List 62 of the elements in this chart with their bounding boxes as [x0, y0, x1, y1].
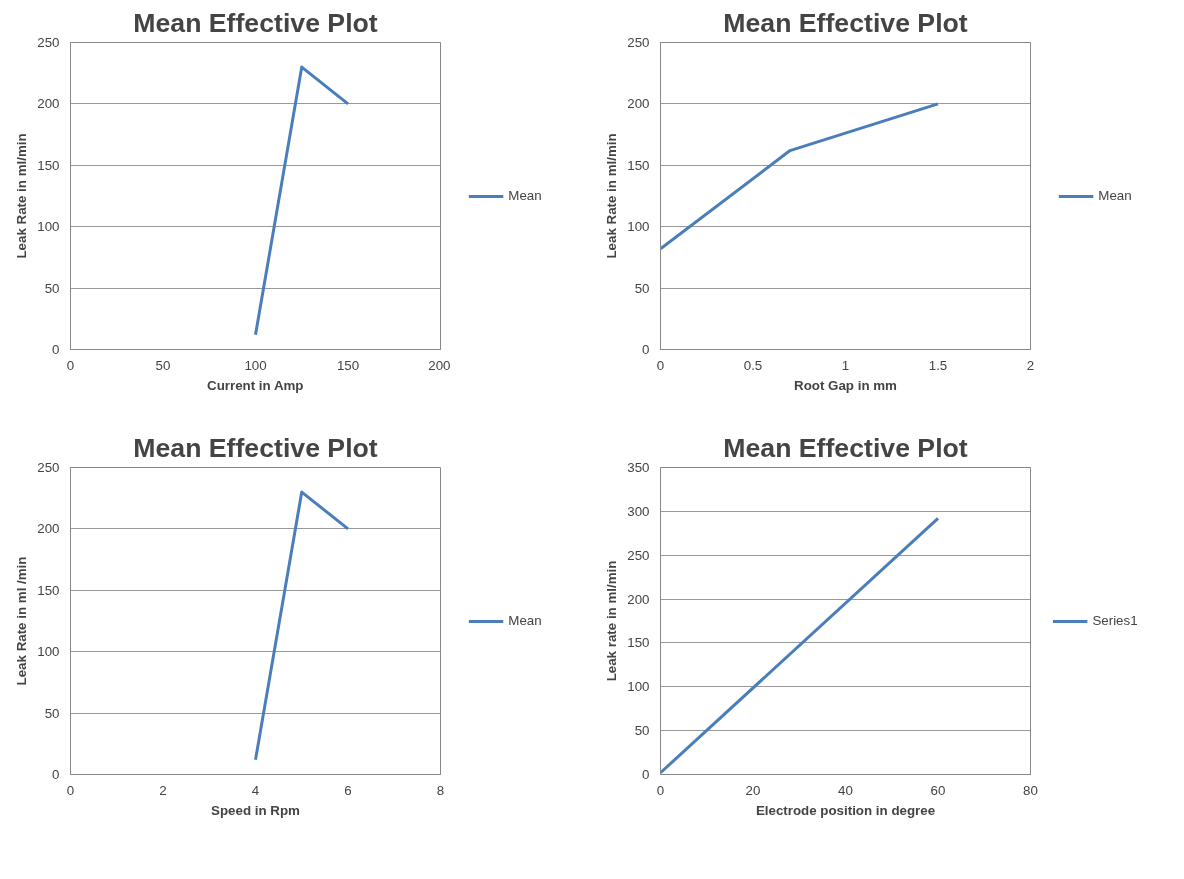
- x-tick-label: 0: [656, 357, 665, 373]
- x-tick-label: 40: [838, 782, 853, 798]
- y-tick-label: 150: [37, 157, 60, 173]
- y-tick-label: 200: [627, 96, 650, 112]
- legend-label: Series1: [1092, 613, 1138, 628]
- legend-label: Mean: [508, 188, 542, 203]
- chart-title: Mean Effective Plot: [133, 7, 378, 38]
- legend-label: Mean: [1098, 188, 1132, 203]
- y-tick-label: 0: [642, 767, 650, 782]
- x-tick-label: 150: [336, 357, 360, 373]
- x-tick-label: 0: [656, 782, 665, 798]
- x-tick-label: 60: [930, 782, 946, 798]
- y-tick-label: 300: [627, 503, 650, 519]
- y-tick-label: 100: [627, 679, 650, 695]
- x-tick-label: 200: [428, 357, 451, 373]
- y-tick-label: 100: [627, 219, 650, 235]
- chart-title: Mean Effective Plot: [723, 7, 968, 38]
- y-tick-label: 100: [37, 219, 60, 235]
- x-tick-label: 50: [155, 357, 171, 373]
- y-tick-label: 350: [627, 460, 650, 475]
- x-axis-title: Root Gap in mm: [794, 377, 898, 393]
- x-tick-label: 8: [436, 782, 445, 798]
- x-tick-label: 100: [244, 357, 267, 373]
- x-axis-title: Current in Amp: [207, 377, 304, 393]
- chart-title: Mean Effective Plot: [133, 432, 378, 463]
- y-tick-label: 50: [634, 280, 650, 296]
- x-tick-label: 20: [745, 782, 761, 798]
- x-axis-title: Speed in Rpm: [211, 802, 301, 818]
- y-tick-label: 150: [37, 582, 60, 598]
- y-tick-label: 50: [44, 280, 60, 296]
- chart-title: Mean Effective Plot: [723, 432, 968, 463]
- y-axis-title: Leak rate in ml/min: [604, 560, 620, 682]
- y-tick-label: 150: [627, 635, 650, 651]
- y-tick-label: 200: [37, 521, 60, 537]
- x-tick-label: 0: [66, 357, 75, 373]
- y-tick-label: 50: [634, 723, 650, 739]
- x-tick-label: 1: [841, 357, 850, 373]
- x-axis-title: Electrode position in degree: [755, 802, 936, 818]
- y-axis-title: Leak Rate in ml/min: [14, 133, 30, 259]
- x-tick-label: 2: [1026, 357, 1035, 373]
- x-tick-label: 0: [66, 782, 75, 798]
- y-tick-label: 150: [627, 157, 650, 173]
- y-tick-label: 50: [44, 705, 60, 721]
- y-tick-label: 0: [642, 342, 650, 357]
- y-tick-label: 250: [37, 35, 60, 50]
- x-tick-label: 6: [344, 782, 352, 798]
- x-tick-label: 80: [1023, 782, 1038, 798]
- y-axis-title: Leak Rate in ml/min: [604, 133, 620, 259]
- y-tick-label: 250: [627, 35, 650, 50]
- legend-label: Mean: [508, 613, 542, 628]
- y-tick-label: 250: [627, 547, 650, 563]
- x-tick-label: 1.5: [928, 357, 948, 373]
- y-tick-label: 0: [52, 342, 60, 357]
- x-tick-label: 0.5: [743, 357, 763, 373]
- y-tick-label: 250: [37, 460, 60, 475]
- y-tick-label: 100: [37, 644, 60, 660]
- x-tick-label: 4: [251, 782, 260, 798]
- y-tick-label: 0: [52, 767, 60, 782]
- y-tick-label: 200: [627, 591, 650, 607]
- x-tick-label: 2: [159, 782, 167, 798]
- y-axis-title: Leak Rate in ml /min: [14, 556, 30, 686]
- y-tick-label: 200: [37, 96, 60, 112]
